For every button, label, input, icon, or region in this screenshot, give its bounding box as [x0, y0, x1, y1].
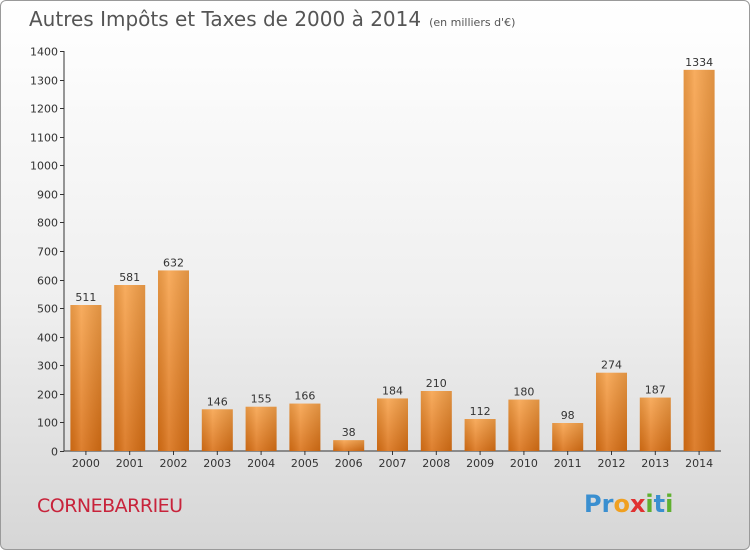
y-tick-label: 200 [37, 389, 58, 402]
x-tick-label: 2008 [422, 457, 450, 470]
bar-shading [289, 403, 321, 451]
bar-shading [464, 419, 496, 451]
bar-shading [552, 423, 584, 451]
chart-unit-label: (en milliers d'€) [429, 16, 516, 29]
chart-title-text: Autres Impôts et Taxes de 2000 à 2014 [29, 7, 422, 31]
y-tick-label: 1100 [30, 132, 58, 145]
bar-value-label: 581 [119, 271, 140, 284]
bar-shading [596, 372, 627, 451]
y-tick-label: 300 [37, 360, 58, 373]
y-tick-label: 900 [37, 189, 58, 202]
x-tick-label: 2000 [72, 457, 100, 470]
y-tick-label: 0 [51, 446, 58, 459]
logo-letter: t [653, 490, 666, 518]
bar-shading [245, 406, 277, 451]
bar-value-label: 210 [426, 377, 447, 390]
bar-value-label: 155 [251, 393, 272, 406]
y-tick-label: 400 [37, 332, 58, 345]
y-tick-label: 1400 [30, 46, 58, 59]
bar-value-label: 187 [645, 384, 666, 397]
x-tick-label: 2005 [291, 457, 319, 470]
bar-value-label: 112 [470, 405, 491, 418]
chart-title: Autres Impôts et Taxes de 2000 à 2014 (en… [29, 7, 515, 31]
y-tick-label: 1300 [30, 75, 58, 88]
x-tick-label: 2011 [554, 457, 582, 470]
y-tick-label: 800 [37, 217, 58, 230]
logo-letter: r [601, 490, 614, 518]
bar-shading [639, 397, 671, 451]
y-tick-label: 600 [37, 275, 58, 288]
bar-shading [70, 305, 102, 451]
bar-shading [508, 399, 540, 451]
bar-value-label: 98 [561, 409, 575, 422]
x-tick-label: 2012 [598, 457, 626, 470]
bar-shading [333, 440, 365, 451]
bar-value-label: 180 [513, 386, 534, 399]
proxiti-logo: Proxiti [584, 490, 673, 518]
logo-letter: x [629, 490, 646, 518]
x-tick-label: 2001 [116, 457, 144, 470]
logo-letter: o [613, 490, 630, 518]
bar-shading [377, 398, 408, 451]
x-tick-label: 2009 [466, 457, 494, 470]
y-tick-label: 1000 [30, 160, 58, 173]
bar-value-label: 632 [163, 256, 184, 269]
x-tick-label: 2006 [335, 457, 363, 470]
x-tick-label: 2014 [685, 457, 713, 470]
y-tick-label: 100 [37, 417, 58, 430]
logo-letter: i [665, 490, 674, 518]
logo-letter: i [645, 490, 654, 518]
y-tick-label: 700 [37, 246, 58, 259]
bar-shading [158, 270, 189, 451]
bars-group: 511 581 632 146 155 166 38 184 210 112 180 98 274 187… [70, 56, 715, 451]
x-tick-label: 2003 [203, 457, 231, 470]
x-tick-label: 2007 [379, 457, 407, 470]
bar-shading [114, 285, 146, 451]
x-tick-label: 2002 [160, 457, 188, 470]
bar-value-label: 146 [207, 395, 228, 408]
bar-shading [420, 391, 452, 451]
y-tick-label: 500 [37, 303, 58, 316]
bar-value-label: 38 [342, 426, 356, 439]
y-tick-label: 1200 [30, 103, 58, 116]
commune-name: CORNEBARRIEU [37, 495, 183, 517]
bar-shading [201, 409, 233, 451]
bar-shading [683, 69, 715, 451]
bar-value-label: 184 [382, 384, 403, 397]
bar-value-label: 166 [294, 390, 315, 403]
axes-group: 0 100 200 300 400 500 600 700 800 900 1000 1100 1200… [30, 46, 721, 470]
x-tick-label: 2010 [510, 457, 538, 470]
x-tick-label: 2004 [247, 457, 275, 470]
bar-value-label: 274 [601, 359, 622, 372]
x-tick-label: 2013 [641, 457, 669, 470]
bar-value-label: 1334 [685, 56, 713, 69]
bar-value-label: 511 [75, 291, 96, 304]
logo-letter: P [584, 490, 602, 518]
